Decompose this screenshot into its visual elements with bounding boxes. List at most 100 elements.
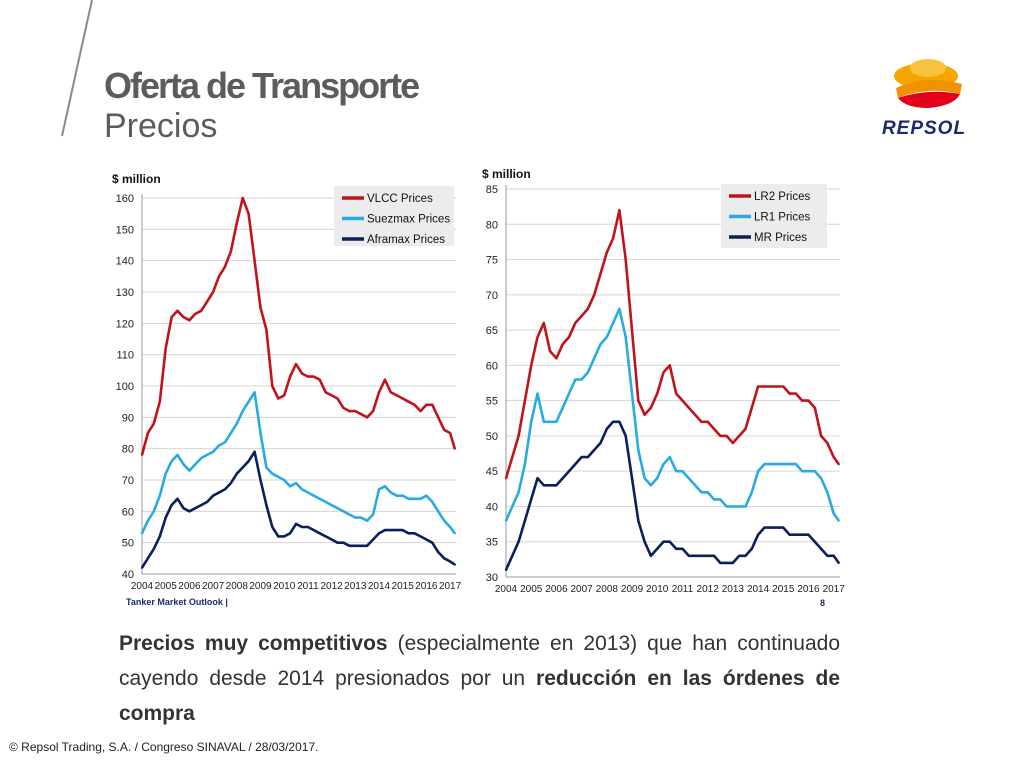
data-point bbox=[158, 494, 161, 497]
body-bold-1: Precios muy competitivos bbox=[119, 632, 388, 655]
data-point bbox=[794, 533, 797, 536]
data-point bbox=[517, 491, 520, 494]
data-point bbox=[612, 237, 615, 240]
data-point bbox=[389, 491, 392, 494]
series-line-2 bbox=[140, 391, 456, 535]
data-point bbox=[448, 525, 452, 529]
data-point bbox=[567, 392, 571, 395]
x-tick-label: 2006 bbox=[178, 581, 201, 592]
data-point bbox=[271, 472, 274, 475]
data-point bbox=[624, 434, 627, 438]
data-point bbox=[788, 463, 791, 466]
x-tick-label: 2016 bbox=[415, 581, 438, 592]
data-point bbox=[437, 550, 440, 554]
data-point bbox=[675, 547, 678, 550]
data-point bbox=[401, 397, 404, 400]
data-point bbox=[504, 568, 508, 572]
data-point bbox=[511, 554, 514, 557]
data-point bbox=[599, 343, 602, 346]
data-point bbox=[725, 434, 728, 438]
data-point bbox=[259, 306, 262, 309]
data-point bbox=[769, 463, 772, 466]
x-tick-label: 2010 bbox=[273, 581, 296, 592]
data-point bbox=[630, 328, 634, 332]
data-point bbox=[407, 532, 410, 535]
data-point bbox=[649, 406, 653, 409]
data-point bbox=[618, 420, 621, 423]
data-point bbox=[593, 293, 596, 296]
data-point bbox=[312, 494, 315, 497]
data-point bbox=[649, 484, 653, 487]
data-point bbox=[223, 265, 227, 269]
data-point bbox=[366, 519, 369, 522]
data-point bbox=[662, 540, 665, 543]
data-point bbox=[837, 463, 840, 466]
data-point bbox=[217, 444, 221, 447]
x-tick-label: 2008 bbox=[596, 584, 619, 595]
data-point bbox=[300, 488, 304, 491]
data-point bbox=[555, 357, 558, 360]
y-tick-label: 80 bbox=[122, 444, 134, 456]
data-point bbox=[832, 455, 835, 459]
x-tick-label: 2010 bbox=[646, 584, 669, 595]
data-point bbox=[366, 416, 369, 419]
data-point bbox=[259, 431, 262, 435]
chart-legend: VLCC Prices Suezmax Prices Aframax Prices bbox=[334, 186, 454, 246]
data-point bbox=[618, 307, 621, 311]
data-point bbox=[775, 463, 779, 466]
data-point bbox=[401, 529, 404, 532]
data-point bbox=[377, 391, 381, 394]
data-point bbox=[561, 477, 564, 480]
data-point bbox=[360, 413, 363, 416]
data-point bbox=[700, 491, 703, 494]
data-point bbox=[377, 488, 381, 491]
data-point bbox=[744, 427, 747, 430]
series-line-1 bbox=[140, 196, 457, 456]
data-point bbox=[235, 221, 238, 225]
series-line-3 bbox=[140, 450, 456, 569]
data-point bbox=[675, 470, 678, 473]
data-point bbox=[826, 554, 829, 557]
data-point bbox=[599, 441, 602, 445]
data-point bbox=[668, 455, 671, 459]
data-point bbox=[324, 500, 327, 504]
data-point bbox=[750, 547, 753, 550]
data-point bbox=[504, 519, 508, 522]
data-point bbox=[630, 477, 634, 480]
data-point bbox=[188, 319, 191, 322]
x-tick-label: 2007 bbox=[202, 581, 225, 592]
data-point bbox=[542, 420, 545, 423]
data-point bbox=[294, 482, 298, 485]
data-point bbox=[289, 375, 292, 378]
data-point bbox=[431, 500, 434, 504]
data-point bbox=[371, 513, 375, 516]
data-point bbox=[229, 250, 232, 253]
data-point bbox=[511, 455, 514, 459]
data-point bbox=[593, 448, 596, 452]
data-point bbox=[656, 392, 659, 395]
data-point bbox=[164, 516, 167, 519]
x-tick-label: 2006 bbox=[545, 584, 568, 595]
data-point bbox=[389, 529, 392, 532]
data-point bbox=[312, 375, 315, 378]
data-point bbox=[788, 392, 791, 395]
data-point bbox=[738, 554, 741, 557]
data-point bbox=[738, 505, 741, 508]
data-point bbox=[637, 519, 640, 522]
data-point bbox=[265, 466, 268, 469]
data-point bbox=[712, 554, 716, 557]
data-point bbox=[586, 307, 590, 311]
repsol-logo: REPSOL bbox=[882, 59, 965, 139]
data-point bbox=[687, 554, 690, 557]
data-point bbox=[200, 309, 203, 312]
data-point bbox=[140, 453, 144, 457]
data-point bbox=[523, 399, 527, 402]
data-point bbox=[437, 510, 440, 513]
data-point bbox=[719, 434, 722, 438]
y-tick-label: 150 bbox=[116, 224, 134, 236]
data-point bbox=[656, 477, 659, 480]
x-tick-label: 2013 bbox=[722, 584, 745, 595]
data-point bbox=[152, 547, 155, 551]
data-point bbox=[775, 385, 779, 388]
data-point bbox=[448, 431, 452, 435]
